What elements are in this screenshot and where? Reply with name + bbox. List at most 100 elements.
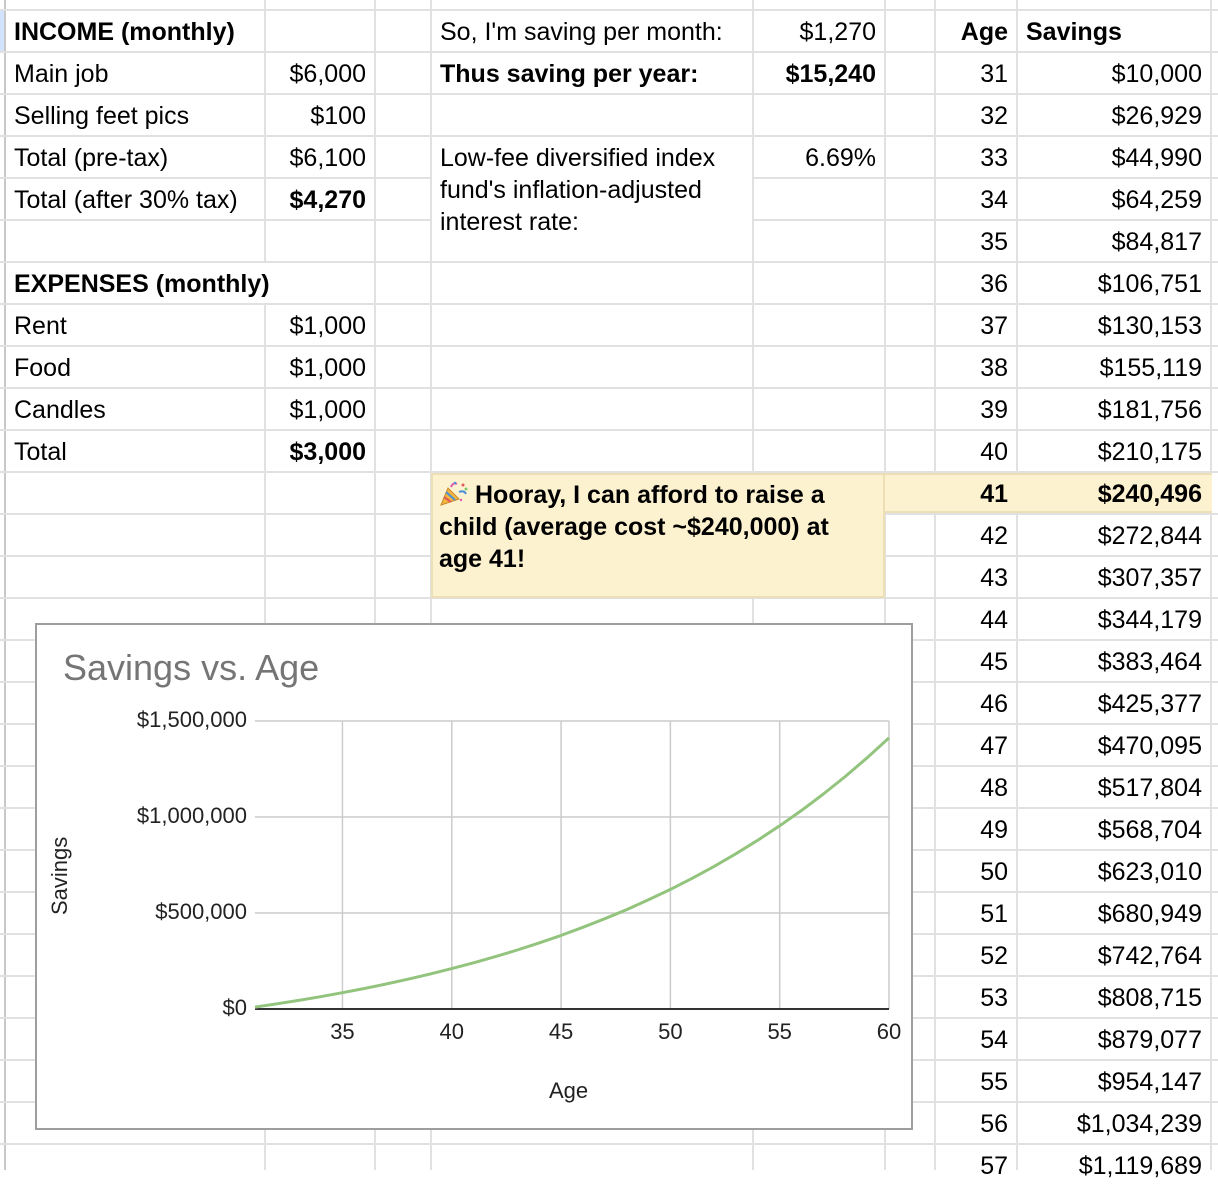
x-axis-label: Age bbox=[549, 1078, 589, 1103]
chart-title: Savings vs. Age bbox=[63, 647, 320, 688]
table-row-age[interactable]: 37 bbox=[980, 312, 1008, 340]
table-row-age[interactable]: 40 bbox=[980, 438, 1008, 466]
table-row-savings[interactable]: $10,000 bbox=[1018, 53, 1210, 93]
highlight-row-41 bbox=[884, 473, 1212, 513]
table-row-age[interactable]: 51 bbox=[980, 900, 1008, 928]
y-tick-1500000: $1,500,000 bbox=[136, 707, 247, 732]
age-header[interactable]: Age bbox=[960, 18, 1008, 46]
saving-per-year-label[interactable]: Thus saving per year: bbox=[432, 53, 752, 93]
table-row-age[interactable]: 49 bbox=[980, 816, 1008, 844]
table-row-savings[interactable]: $155,119 bbox=[1018, 347, 1210, 387]
expense-label-rent[interactable]: Rent bbox=[6, 305, 264, 345]
x-tick-45: 45 bbox=[548, 1019, 574, 1044]
table-row-age[interactable]: 42 bbox=[980, 522, 1008, 550]
income-value-pretax[interactable]: $6,100 bbox=[266, 137, 374, 177]
table-row-savings[interactable]: $64,259 bbox=[1018, 179, 1210, 219]
table-row-savings[interactable]: $568,704 bbox=[1018, 809, 1210, 849]
table-row-age[interactable]: 38 bbox=[980, 354, 1008, 382]
hooray-text: Hooray, I can afford to raise a child (a… bbox=[439, 481, 829, 573]
table-row-savings[interactable]: $272,844 bbox=[1018, 515, 1210, 555]
table-row-savings[interactable]: $344,179 bbox=[1018, 599, 1210, 639]
party-popper-icon bbox=[440, 481, 468, 506]
table-row-savings[interactable]: $623,010 bbox=[1018, 851, 1210, 891]
table-row-age[interactable]: 52 bbox=[980, 942, 1008, 970]
table-row-age[interactable]: 45 bbox=[980, 648, 1008, 676]
table-row-age[interactable]: 47 bbox=[980, 732, 1008, 760]
expense-value-food[interactable]: $1,000 bbox=[266, 347, 374, 387]
table-row-savings[interactable]: $26,929 bbox=[1018, 95, 1210, 135]
table-row-age[interactable]: 32 bbox=[980, 102, 1008, 130]
interest-rate-label[interactable]: Low-fee diversified index fund's inflati… bbox=[432, 137, 752, 261]
y-tick-1000000: $1,000,000 bbox=[136, 803, 247, 828]
table-row-age[interactable]: 56 bbox=[980, 1110, 1008, 1138]
x-tick-35: 35 bbox=[330, 1019, 355, 1044]
table-row-age[interactable]: 34 bbox=[980, 186, 1008, 214]
table-row-age[interactable]: 33 bbox=[980, 144, 1008, 172]
table-row-age[interactable]: 36 bbox=[980, 270, 1008, 298]
table-row-savings[interactable]: $383,464 bbox=[1018, 641, 1210, 681]
income-value-main-job[interactable]: $6,000 bbox=[266, 53, 374, 93]
table-row-age[interactable]: 43 bbox=[980, 564, 1008, 592]
expense-value-candles[interactable]: $1,000 bbox=[266, 389, 374, 429]
interest-rate-value[interactable]: 6.69% bbox=[754, 137, 884, 177]
income-label-main-job[interactable]: Main job bbox=[6, 53, 264, 93]
table-row-age[interactable]: 53 bbox=[980, 984, 1008, 1012]
y-tick-0: $0 bbox=[222, 995, 247, 1020]
table-row-savings[interactable]: $425,377 bbox=[1018, 683, 1210, 723]
x-tick-40: 40 bbox=[439, 1019, 464, 1044]
x-tick-50: 50 bbox=[658, 1019, 683, 1044]
table-row-savings[interactable]: $470,095 bbox=[1018, 725, 1210, 765]
table-row-age[interactable]: 48 bbox=[980, 774, 1008, 802]
table-row-age[interactable]: 46 bbox=[980, 690, 1008, 718]
income-title[interactable]: INCOME (monthly) bbox=[6, 11, 264, 51]
saving-per-month-label[interactable]: So, I'm saving per month: bbox=[432, 11, 752, 51]
y-axis-ticks: $1,500,000 $1,000,000 $500,000 $0 bbox=[37, 625, 247, 1132]
table-row-savings[interactable]: $210,175 bbox=[1018, 431, 1210, 471]
table-row-savings[interactable]: $106,751 bbox=[1018, 263, 1210, 303]
table-row-age[interactable]: 41 bbox=[980, 480, 1008, 508]
expense-value-rent[interactable]: $1,000 bbox=[266, 305, 374, 345]
hooray-callout[interactable]: Hooray, I can afford to raise a child (a… bbox=[431, 473, 885, 598]
table-row-savings[interactable]: $742,764 bbox=[1018, 935, 1210, 975]
table-row-savings[interactable]: $240,496 bbox=[1097, 480, 1202, 508]
income-value-side[interactable]: $100 bbox=[266, 95, 374, 135]
x-tick-60: 60 bbox=[876, 1019, 902, 1044]
expenses-title[interactable]: EXPENSES (monthly) bbox=[6, 263, 374, 303]
expense-label-candles[interactable]: Candles bbox=[6, 389, 264, 429]
table-row-age[interactable]: 57 bbox=[980, 1152, 1008, 1180]
chart-plot-area bbox=[254, 720, 891, 1010]
x-tick-55: 55 bbox=[767, 1019, 792, 1044]
table-row-savings[interactable]: $44,990 bbox=[1018, 137, 1210, 177]
table-row-age[interactable]: 39 bbox=[980, 396, 1008, 424]
table-row-savings[interactable]: $1,034,239 bbox=[1018, 1103, 1210, 1143]
savings-vs-age-chart[interactable]: Savings vs. Age $1,500,000 $1,000,000 $5… bbox=[35, 623, 913, 1130]
savings-header[interactable]: Savings bbox=[1018, 11, 1210, 51]
expense-label-food[interactable]: Food bbox=[6, 347, 264, 387]
table-row-age[interactable]: 31 bbox=[980, 60, 1008, 88]
income-label-pretax[interactable]: Total (pre-tax) bbox=[6, 137, 264, 177]
table-row-age[interactable]: 50 bbox=[980, 858, 1008, 886]
table-row-savings[interactable]: $1,119,689 bbox=[1018, 1145, 1210, 1185]
expense-value-total[interactable]: $3,000 bbox=[266, 431, 374, 471]
income-label-side[interactable]: Selling feet pics bbox=[6, 95, 264, 135]
table-row-age[interactable]: 44 bbox=[980, 606, 1008, 634]
table-row-age[interactable]: 54 bbox=[980, 1026, 1008, 1054]
table-row-savings[interactable]: $84,817 bbox=[1018, 221, 1210, 261]
saving-per-month-value[interactable]: $1,270 bbox=[754, 11, 884, 51]
table-row-savings[interactable]: $879,077 bbox=[1018, 1019, 1210, 1059]
income-value-aftertax[interactable]: $4,270 bbox=[266, 179, 374, 219]
income-label-aftertax[interactable]: Total (after 30% tax) bbox=[6, 179, 264, 219]
table-row-savings[interactable]: $517,804 bbox=[1018, 767, 1210, 807]
savings-line bbox=[254, 736, 891, 1009]
expense-label-total[interactable]: Total bbox=[6, 431, 264, 471]
saving-per-year-value[interactable]: $15,240 bbox=[754, 53, 884, 93]
table-row-savings[interactable]: $954,147 bbox=[1018, 1061, 1210, 1101]
table-row-savings[interactable]: $307,357 bbox=[1018, 557, 1210, 597]
table-row-savings[interactable]: $808,715 bbox=[1018, 977, 1210, 1017]
row-header-edge bbox=[4, 0, 6, 1170]
table-row-savings[interactable]: $181,756 bbox=[1018, 389, 1210, 429]
table-row-age[interactable]: 35 bbox=[980, 228, 1008, 256]
table-row-age[interactable]: 55 bbox=[980, 1068, 1008, 1096]
table-row-savings[interactable]: $130,153 bbox=[1018, 305, 1210, 345]
table-row-savings[interactable]: $680,949 bbox=[1018, 893, 1210, 933]
